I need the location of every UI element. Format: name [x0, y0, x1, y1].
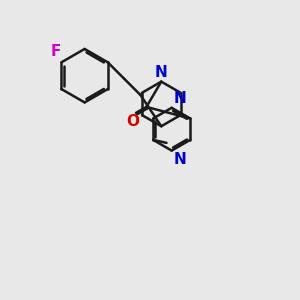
Text: O: O	[126, 114, 139, 129]
Text: N: N	[173, 152, 186, 167]
Text: N: N	[173, 91, 186, 106]
Text: N: N	[155, 65, 168, 80]
Text: F: F	[51, 44, 61, 59]
